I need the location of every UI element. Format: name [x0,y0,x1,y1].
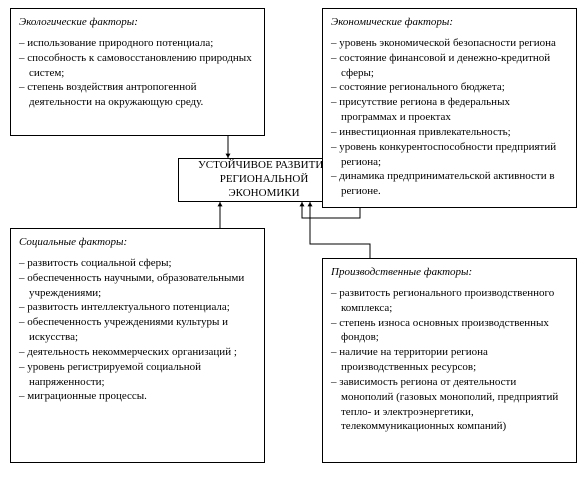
list-item: – использование природного потенциала; [19,36,256,51]
list-item: – деятельность некоммерческих организаци… [19,345,256,360]
list-item: – наличие на территории региона производ… [331,345,568,375]
list-item: – состояние финансовой и денежно-кредитн… [331,51,568,81]
ecological-list: – использование природного потенциала;– … [19,36,256,110]
list-item: – инвестиционная привлекательность; [331,125,568,140]
center-line-1: УСТОЙЧИВОЕ РАЗВИТИЕ [198,159,330,173]
list-item: – развитость социальной сферы; [19,256,256,271]
list-item: – состояние регионального бюджета; [331,80,568,95]
economic-list: – уровень экономической безопасности рег… [331,36,568,199]
ecological-title: Экологические факторы: [19,15,256,30]
list-item: – способность к самовосстановлению приро… [19,51,256,81]
ecological-factors-box: Экологические факторы: – использование п… [10,8,265,136]
center-line-2: РЕГИОНАЛЬНОЙ [220,173,309,187]
social-list: – развитость социальной сферы;– обеспече… [19,256,256,404]
production-factors-box: Производственные факторы: – развитость р… [322,258,577,463]
list-item: – миграционные процессы. [19,389,256,404]
list-item: – развитость регионального производствен… [331,286,568,316]
list-item: – зависимость региона от деятельности мо… [331,375,568,434]
list-item: – степень воздействия антропогенной деят… [19,80,256,110]
economic-title: Экономические факторы: [331,15,568,30]
list-item: – уровень конкурентоспособности предприя… [331,140,568,170]
list-item: – присутствие региона в федеральных прог… [331,95,568,125]
list-item: – динамика предпринимательской активност… [331,169,568,199]
production-list: – развитость регионального производствен… [331,286,568,434]
list-item: – обеспеченность учреждениями культуры и… [19,315,256,345]
list-item: – уровень регистрируемой социальной напр… [19,360,256,390]
list-item: – обеспеченность научными, образовательн… [19,271,256,301]
list-item: – развитость интеллектуального потенциал… [19,300,256,315]
list-item: – уровень экономической безопасности рег… [331,36,568,51]
social-factors-box: Социальные факторы: – развитость социаль… [10,228,265,463]
list-item: – степень износа основных производственн… [331,316,568,346]
social-title: Социальные факторы: [19,235,256,250]
production-title: Производственные факторы: [331,265,568,280]
center-line-3: ЭКОНОМИКИ [228,187,299,201]
economic-factors-box: Экономические факторы: – уровень экономи… [322,8,577,208]
